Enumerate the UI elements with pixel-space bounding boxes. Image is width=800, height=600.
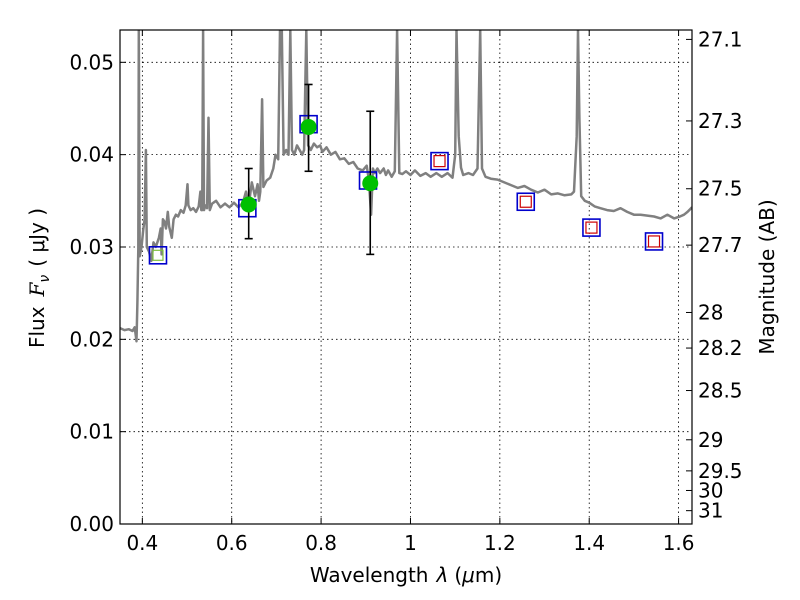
svg-text:FluxFν( μJy ): Flux Fν ( μJy )	[25, 208, 53, 348]
x-axis-label-text: Wavelength	[310, 563, 429, 587]
magnitude-tick-label: 28.2	[698, 336, 743, 360]
y-axis-label-symbol: F	[25, 281, 49, 297]
magnitude-tick-label: 30	[698, 478, 723, 502]
observed-point	[362, 175, 379, 192]
magnitude-tick-label: 29.5	[698, 459, 743, 483]
y-tick-label: 0.04	[69, 143, 114, 167]
magnitude-tick-label: 28.5	[698, 379, 743, 403]
y-axis-label-unit: ( μJy )	[25, 208, 49, 267]
y2-axis-label: Magnitude (AB)	[755, 199, 779, 354]
predicted-square-inner	[433, 155, 446, 168]
x-tick-label: 0.4	[126, 531, 158, 555]
y-axis-label-subscript: ν	[37, 275, 53, 283]
x-axis-label: Wavelength λ (μm)	[310, 563, 502, 587]
predicted-square-inner	[585, 221, 598, 234]
predicted-square-outer	[430, 151, 449, 171]
x-axis-ticks: 0.4 0.6 0.8 1 1.2 1.4 1.6	[126, 30, 695, 555]
magnitude-tick-label: 27.1	[698, 27, 743, 51]
magnitude-tick-label: 27.5	[698, 177, 743, 201]
y-axis-ticks: 0.00 0.01 0.02 0.03 0.04 0.05	[69, 50, 126, 536]
predicted-square-inner	[647, 235, 661, 248]
x-axis-label-unit-mu: μ	[461, 563, 475, 587]
y-tick-label: 0.01	[69, 420, 114, 444]
predicted-square-outer	[582, 218, 601, 237]
x-axis-label-unit-rest: m)	[475, 563, 502, 587]
magnitude-tick-label: 27.3	[698, 109, 743, 133]
model-square-inner	[152, 249, 164, 261]
x-tick-label: 1	[404, 531, 417, 555]
plot-frame	[119, 29, 693, 525]
y-tick-label: 0.05	[69, 50, 114, 74]
y2-axis-label-text: Magnitude (AB)	[755, 199, 779, 354]
model-square	[148, 246, 168, 265]
x-tick-label: 1.2	[484, 531, 516, 555]
template-spectrum-line	[120, 30, 692, 343]
x-axis-label-symbol: λ	[435, 563, 448, 587]
observed-point	[300, 118, 317, 135]
x-tick-label: 1.6	[663, 531, 695, 555]
y-axis-label-text: Flux	[25, 306, 49, 348]
y-tick-label: 0.03	[69, 235, 114, 259]
predicted-square-inner	[519, 195, 532, 208]
plot-area	[120, 30, 692, 343]
magnitude-tick-label: 28	[698, 300, 723, 324]
observed-point	[240, 196, 257, 213]
x-tick-label: 0.8	[305, 531, 337, 555]
magnitude-tick-label: 27.7	[698, 233, 743, 257]
x-tick-label: 1.4	[573, 531, 605, 555]
magnitude-tick-label: 31	[698, 499, 723, 523]
y-tick-label: 0.00	[69, 512, 114, 536]
y-tick-label: 0.02	[69, 327, 114, 351]
magnitude-tick-label: 29	[698, 428, 723, 452]
y-axis-label: Flux Fν ( μJy )	[25, 208, 53, 348]
x-axis-label-unit-open: (	[454, 563, 462, 587]
predicted-square-outer	[644, 232, 664, 251]
predicted-square-outer	[516, 192, 536, 212]
x-tick-label: 0.6	[216, 531, 248, 555]
